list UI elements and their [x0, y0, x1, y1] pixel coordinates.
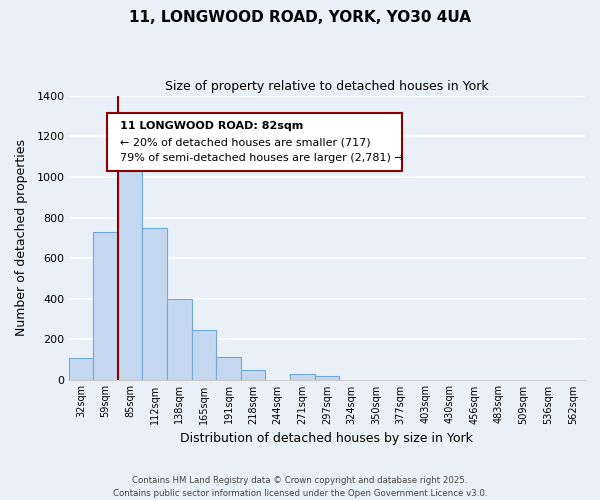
Bar [290, 374, 314, 380]
Bar [241, 370, 265, 380]
Text: 11 LONGWOOD ROAD: 82sqm: 11 LONGWOOD ROAD: 82sqm [120, 121, 304, 131]
FancyBboxPatch shape [107, 112, 401, 171]
Title: Size of property relative to detached houses in York: Size of property relative to detached ho… [165, 80, 488, 93]
Y-axis label: Number of detached properties: Number of detached properties [15, 140, 28, 336]
Text: ← 20% of detached houses are smaller (717): ← 20% of detached houses are smaller (71… [120, 137, 371, 147]
Text: 11, LONGWOOD ROAD, YORK, YO30 4UA: 11, LONGWOOD ROAD, YORK, YO30 4UA [129, 10, 471, 25]
X-axis label: Distribution of detached houses by size in York: Distribution of detached houses by size … [181, 432, 473, 445]
Bar [314, 376, 339, 380]
Bar [167, 299, 191, 380]
Bar [118, 162, 142, 380]
Bar [142, 228, 167, 380]
Bar [68, 358, 93, 380]
Bar [216, 356, 241, 380]
Text: 79% of semi-detached houses are larger (2,781) →: 79% of semi-detached houses are larger (… [120, 153, 404, 163]
Bar [93, 232, 118, 380]
Bar [191, 330, 216, 380]
Text: Contains HM Land Registry data © Crown copyright and database right 2025.
Contai: Contains HM Land Registry data © Crown c… [113, 476, 487, 498]
